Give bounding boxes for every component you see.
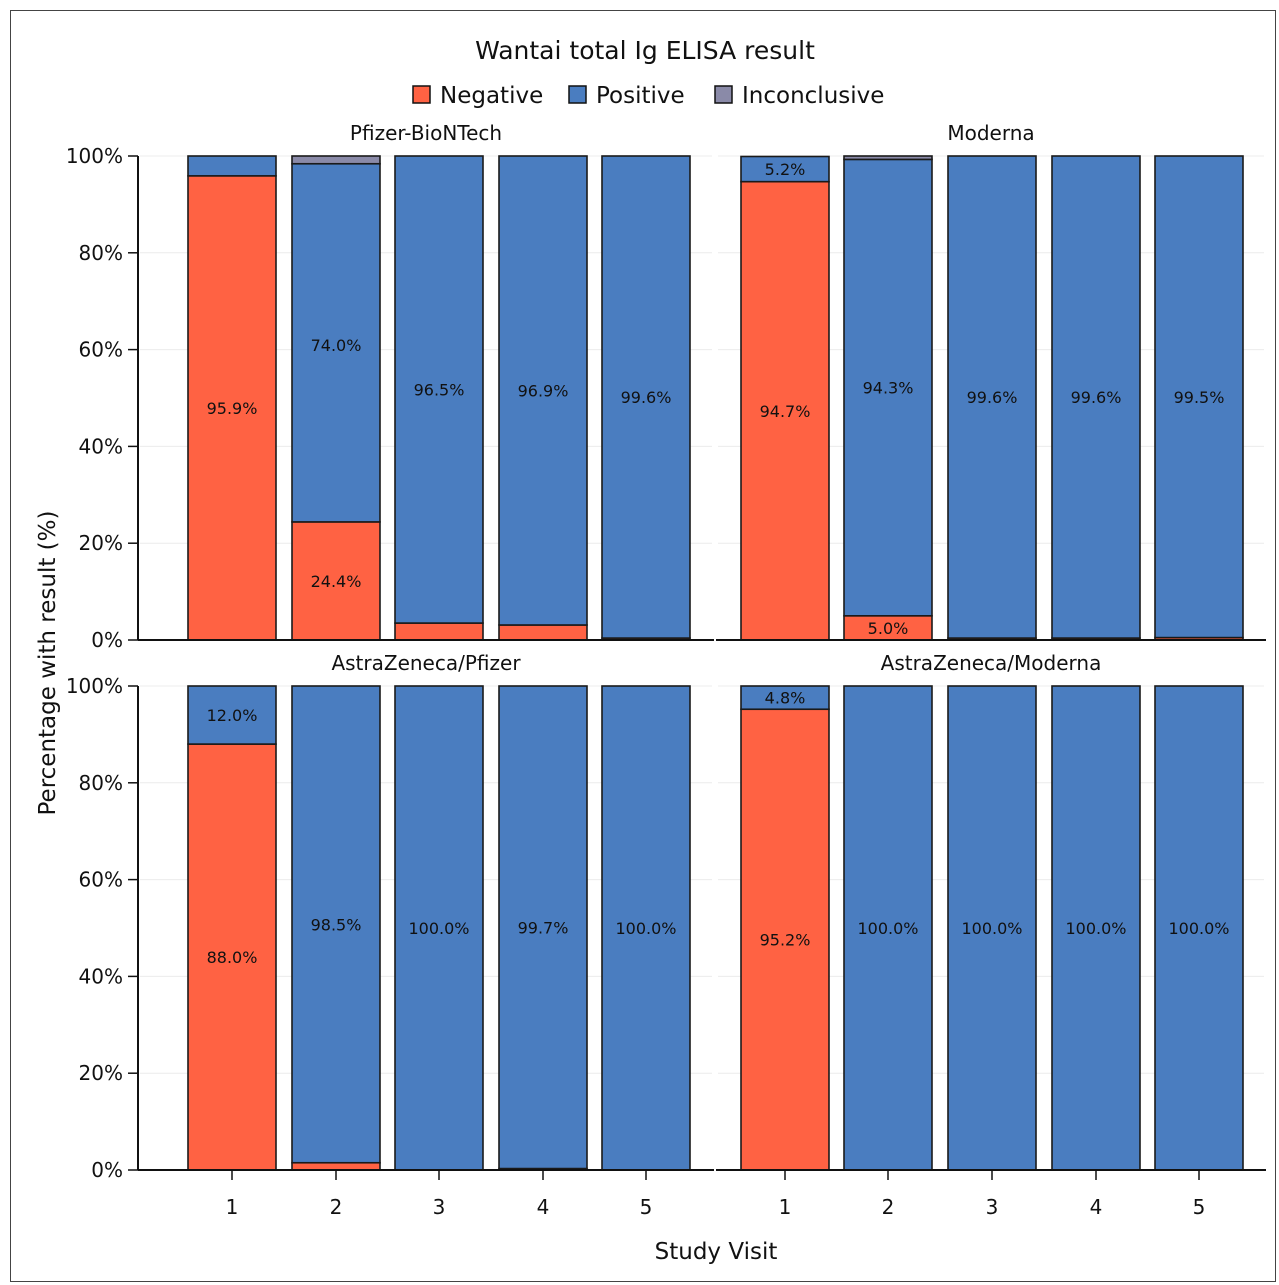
bar-negative [291, 1161, 381, 1171]
y-tick-label: 0% [91, 628, 123, 652]
data-label: 88.0% [207, 948, 258, 967]
bar-positive [740, 155, 830, 183]
legend-swatch-negative [412, 85, 431, 104]
bar-positive [1154, 685, 1244, 1171]
bar-positive [394, 155, 484, 624]
bar-positive [740, 685, 830, 711]
bar-negative [843, 614, 933, 641]
data-label: 74.0% [311, 336, 362, 355]
panel-moderna: Moderna 94.7% 5.2% 5.0% 94.3% 99.6% 99.6% 99.5% [716, 121, 1266, 641]
data-label: 96.5% [414, 381, 465, 400]
bar-positive [187, 155, 277, 177]
bar-positive [1051, 685, 1141, 1171]
x-tick-label: 5 [640, 1195, 653, 1219]
x-tick-label: 4 [537, 1195, 550, 1219]
bar-positive [394, 685, 484, 1171]
chart-frame [10, 10, 1276, 1282]
y-tick-label: 60% [79, 338, 123, 362]
panel-title: AstraZeneca/Pfizer [331, 651, 521, 675]
bar-positive [187, 685, 277, 745]
panel-pfizer-biontech: Pfizer-BioNTech 95.9% 24.4% 74.0% 96.5% 96.9%… [138, 121, 714, 641]
bar-positive [1154, 155, 1244, 639]
data-label: 94.3% [863, 379, 914, 398]
data-label: 98.5% [311, 915, 362, 934]
panel-title: AstraZeneca/Moderna [881, 651, 1102, 675]
panel-astrazeneca-moderna: AstraZeneca/Moderna 95.2% 4.8% 100.0% 100.0%… [716, 651, 1266, 1171]
legend-swatch-positive [568, 85, 587, 104]
y-tick-label: 20% [79, 531, 123, 555]
x-tick-label: 2 [330, 1195, 343, 1219]
data-label: 95.9% [207, 399, 258, 418]
x-tick-label: 2 [882, 1195, 895, 1219]
x-axis-label: Study Visit [655, 1239, 778, 1265]
x-tick-label: 1 [779, 1195, 792, 1219]
x-tick-label: 3 [986, 1195, 999, 1219]
bar-negative [740, 180, 830, 641]
y-tick-label: 80% [79, 771, 123, 795]
bar-positive [947, 685, 1037, 1171]
data-label: 12.0% [207, 706, 258, 725]
legend-label-inconclusive: Inconclusive [742, 83, 884, 109]
x-tick-label: 5 [1193, 1195, 1206, 1219]
data-label: 100.0% [1168, 919, 1229, 938]
bar-positive [601, 685, 691, 1171]
data-label: 100.0% [615, 919, 676, 938]
chart-title: Wantai total Ig ELISA result [475, 36, 815, 65]
data-label: 94.7% [760, 402, 811, 421]
legend: Negative Positive Inconclusive [412, 83, 884, 109]
data-label: 99.7% [518, 918, 569, 937]
bar-positive [843, 158, 933, 617]
panel-astrazeneca-pfizer: AstraZeneca/Pfizer 88.0% 12.0% 98.5% 100.0% 9… [138, 651, 714, 1171]
plot-layer: Pfizer-BioNTech 95.9% 24.4% 74.0% 96.5% 96.9%… [66, 121, 1266, 1219]
x-tick-label: 3 [433, 1195, 446, 1219]
bar-positive [843, 685, 933, 1171]
data-label: 99.6% [1071, 388, 1122, 407]
bar-negative [187, 743, 277, 1171]
bar-negative [291, 521, 381, 641]
data-label: 4.8% [765, 689, 806, 708]
bar-inconclusive [843, 155, 933, 161]
y-tick-label: 40% [79, 964, 123, 988]
legend-swatch-inconclusive [714, 85, 733, 104]
legend-label-negative: Negative [440, 83, 543, 109]
bar-positive [601, 155, 691, 639]
y-tick-label: 20% [79, 1061, 123, 1085]
data-label: 5.2% [765, 160, 806, 179]
y-tick-label: 100% [66, 674, 123, 698]
x-tick-label: 1 [226, 1195, 239, 1219]
bar-positive [498, 155, 588, 626]
bar-negative [394, 622, 484, 641]
bar-negative [498, 624, 588, 641]
data-label: 99.6% [967, 388, 1018, 407]
data-label: 5.0% [868, 619, 909, 638]
data-label: 100.0% [408, 919, 469, 938]
bar-positive [291, 162, 381, 523]
bar-positive [291, 685, 381, 1164]
y-tick-label: 40% [79, 434, 123, 458]
y-tick-label: 80% [79, 241, 123, 265]
bar-positive [947, 155, 1037, 639]
data-label: 95.2% [760, 931, 811, 950]
panel-title: Pfizer-BioNTech [350, 121, 502, 145]
data-label: 24.4% [311, 572, 362, 591]
data-label: 96.9% [518, 381, 569, 400]
y-tick-label: 0% [91, 1158, 123, 1182]
bar-inconclusive [291, 155, 381, 165]
data-label: 100.0% [961, 919, 1022, 938]
data-label: 99.6% [621, 388, 672, 407]
data-label: 99.5% [1174, 388, 1225, 407]
data-label: 100.0% [1065, 919, 1126, 938]
x-tick-label: 4 [1090, 1195, 1103, 1219]
y-tick-label: 60% [79, 868, 123, 892]
legend-label-positive: Positive [596, 83, 685, 109]
panel-title: Moderna [947, 121, 1034, 145]
y-axis-label: Percentage with result (%) [35, 511, 61, 816]
bar-positive [1051, 155, 1141, 639]
data-label: 100.0% [857, 919, 918, 938]
bar-positive [498, 685, 588, 1170]
y-tick-label: 100% [66, 144, 123, 168]
